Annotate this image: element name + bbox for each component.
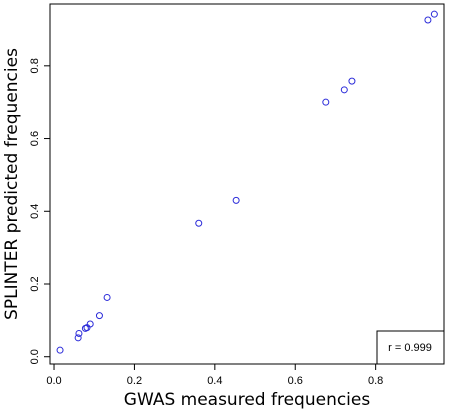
x-tick-label: 0.4 (207, 375, 222, 387)
plot-frame (49, 3, 445, 365)
y-axis-label: SPLINTER predicted frequencies (2, 48, 22, 320)
data-point (348, 77, 356, 85)
data-point (103, 293, 111, 301)
data-points (56, 10, 438, 354)
data-point (340, 86, 348, 94)
y-tick-label: 0.0 (29, 349, 41, 364)
x-tick-label: 0.6 (288, 375, 303, 387)
data-point (56, 346, 64, 354)
x-axis-label: GWAS measured frequencies (124, 390, 371, 410)
data-point (430, 10, 438, 18)
data-point (424, 16, 432, 24)
correlation-legend: r = 0.999 (376, 330, 445, 365)
x-tick-label: 0.8 (368, 375, 383, 387)
y-tick-label: 0.4 (29, 204, 41, 219)
data-point (195, 219, 203, 227)
legend-box (376, 330, 445, 365)
data-point (322, 98, 330, 106)
x-axis: 0.0 0.2 0.4 0.6 0.8 (46, 364, 383, 387)
data-point (75, 329, 83, 337)
y-tick-label: 0.6 (29, 131, 41, 146)
data-point (74, 334, 82, 342)
y-axis: 0.0 0.2 0.4 0.6 0.8 (29, 58, 50, 364)
y-tick-label: 0.8 (29, 58, 41, 73)
data-point (86, 320, 94, 328)
data-point (232, 196, 240, 204)
data-point (95, 312, 103, 320)
x-tick-label: 0.0 (46, 375, 61, 387)
correlation-text: r = 0.999 (388, 342, 432, 354)
y-tick-label: 0.2 (29, 276, 41, 291)
x-tick-label: 0.2 (127, 375, 142, 387)
